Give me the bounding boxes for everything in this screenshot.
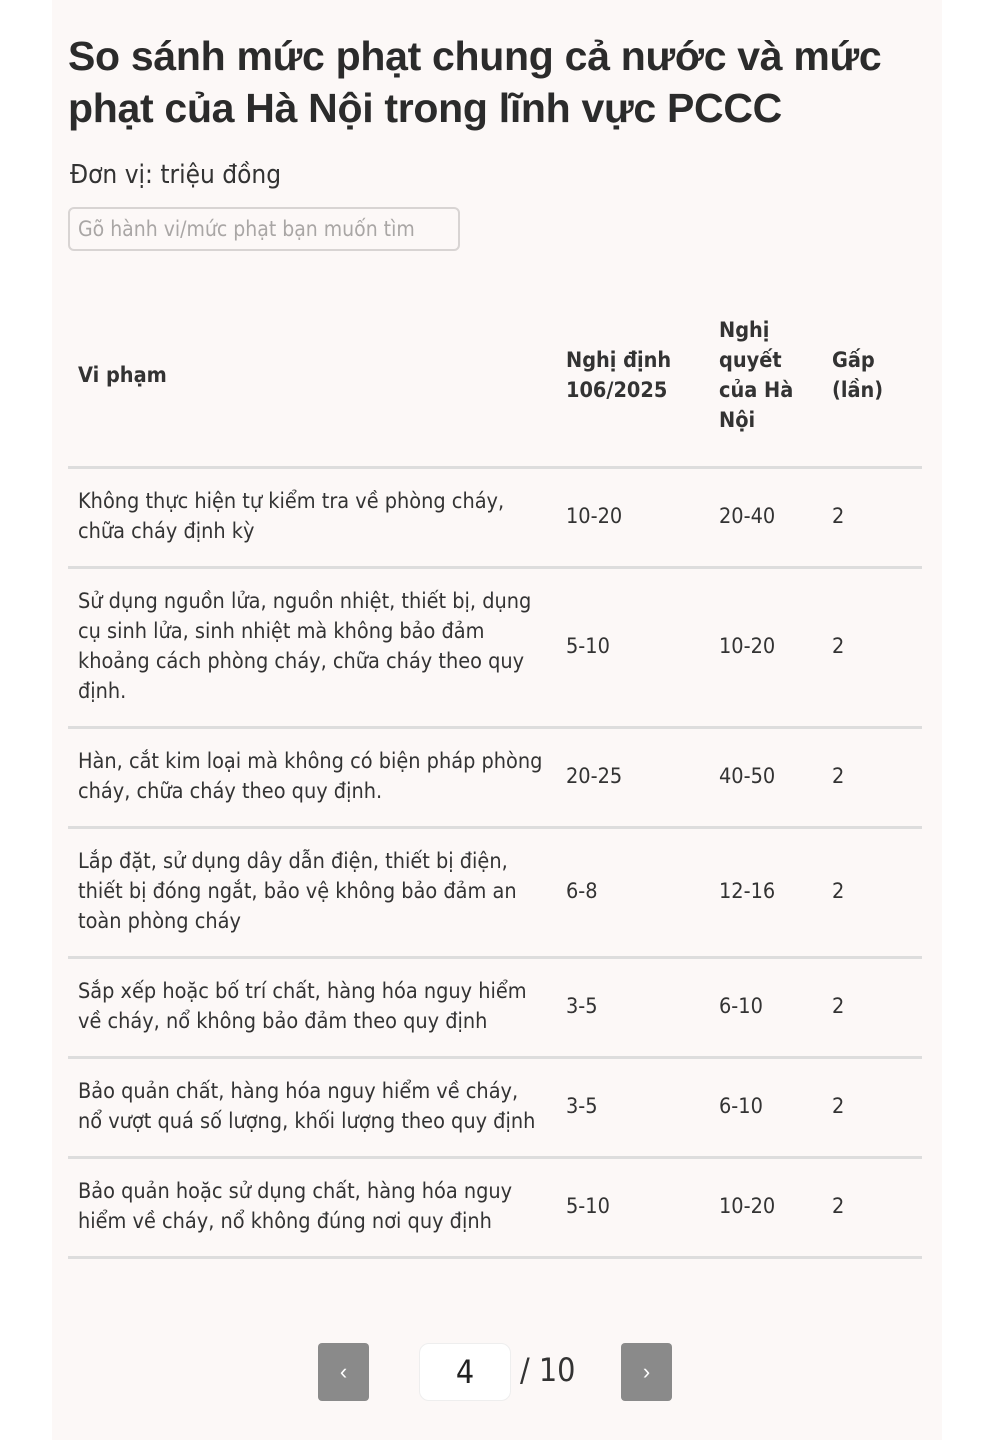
multiplier-cell: 2 [822, 957, 922, 1059]
multiplier-cell: 2 [822, 827, 922, 959]
page-title: So sánh mức phạt chung cả nước và mức ph… [68, 33, 882, 131]
total-pages: / 10 [520, 1351, 576, 1389]
hanoi-fine-cell: 12-16 [709, 827, 822, 959]
unit-label: Đơn vị: triệu đồng [70, 160, 282, 190]
table-row: Sử dụng nguồn lửa, nguồn nhiệt, thiết bị… [68, 567, 922, 729]
hanoi-fine-cell: 6-10 [709, 957, 822, 1059]
hanoi-fine-cell: 40-50 [709, 727, 822, 829]
next-page-button[interactable]: › [621, 1343, 672, 1401]
multiplier-cell: 2 [822, 1057, 922, 1159]
decree-fine-cell: 10-20 [556, 467, 709, 569]
violation-cell: Sử dụng nguồn lửa, nguồn nhiệt, thiết bị… [68, 567, 556, 729]
table-row: Bảo quản hoặc sử dụng chất, hàng hóa ngu… [68, 1157, 922, 1259]
decree-fine-cell: 3-5 [556, 1057, 709, 1159]
fines-table: Vi phạm Nghị định 106/2025 Nghị quyết củ… [68, 286, 922, 1259]
decree-fine-cell: 5-10 [556, 1157, 709, 1259]
multiplier-cell: 2 [822, 727, 922, 829]
header-hanoi-resolution[interactable]: Nghị quyết của Hà Nội [709, 286, 822, 469]
violation-cell: Sắp xếp hoặc bố trí chất, hàng hóa nguy … [68, 957, 556, 1059]
hanoi-fine-cell: 6-10 [709, 1057, 822, 1159]
violation-cell: Bảo quản hoặc sử dụng chất, hàng hóa ngu… [68, 1157, 556, 1259]
decree-fine-cell: 5-10 [556, 567, 709, 729]
decree-fine-cell: 6-8 [556, 827, 709, 959]
violation-cell: Lắp đặt, sử dụng dây dẫn điện, thiết bị … [68, 827, 556, 959]
table-header-row: Vi phạm Nghị định 106/2025 Nghị quyết củ… [68, 286, 922, 469]
multiplier-cell: 2 [822, 467, 922, 569]
table-row: Lắp đặt, sử dụng dây dẫn điện, thiết bị … [68, 827, 922, 959]
header-multiplier[interactable]: Gấp (lần) [822, 286, 922, 469]
header-decree[interactable]: Nghị định 106/2025 [556, 286, 709, 469]
chevron-right-icon: › [642, 1359, 651, 1384]
chevron-left-icon: ‹ [339, 1359, 348, 1384]
violation-cell: Bảo quản chất, hàng hóa nguy hiểm về chá… [68, 1057, 556, 1159]
decree-fine-cell: 3-5 [556, 957, 709, 1059]
decree-fine-cell: 20-25 [556, 727, 709, 829]
multiplier-cell: 2 [822, 1157, 922, 1259]
prev-page-button[interactable]: ‹ [318, 1343, 369, 1401]
table-row: Hàn, cắt kim loại mà không có biện pháp … [68, 727, 922, 829]
search-input[interactable] [68, 207, 460, 251]
hanoi-fine-cell: 10-20 [709, 567, 822, 729]
violation-cell: Hàn, cắt kim loại mà không có biện pháp … [68, 727, 556, 829]
table-row: Sắp xếp hoặc bố trí chất, hàng hóa nguy … [68, 957, 922, 1059]
table-row: Bảo quản chất, hàng hóa nguy hiểm về chá… [68, 1057, 922, 1159]
multiplier-cell: 2 [822, 567, 922, 729]
hanoi-fine-cell: 10-20 [709, 1157, 822, 1259]
violation-cell: Không thực hiện tự kiểm tra về phòng chá… [68, 467, 556, 569]
pagination: ‹ / 10 › [0, 1343, 990, 1401]
table-row: Không thực hiện tự kiểm tra về phòng chá… [68, 467, 922, 569]
header-violation[interactable]: Vi phạm [68, 286, 556, 469]
hanoi-fine-cell: 20-40 [709, 467, 822, 569]
page-number-input[interactable] [419, 1343, 511, 1401]
